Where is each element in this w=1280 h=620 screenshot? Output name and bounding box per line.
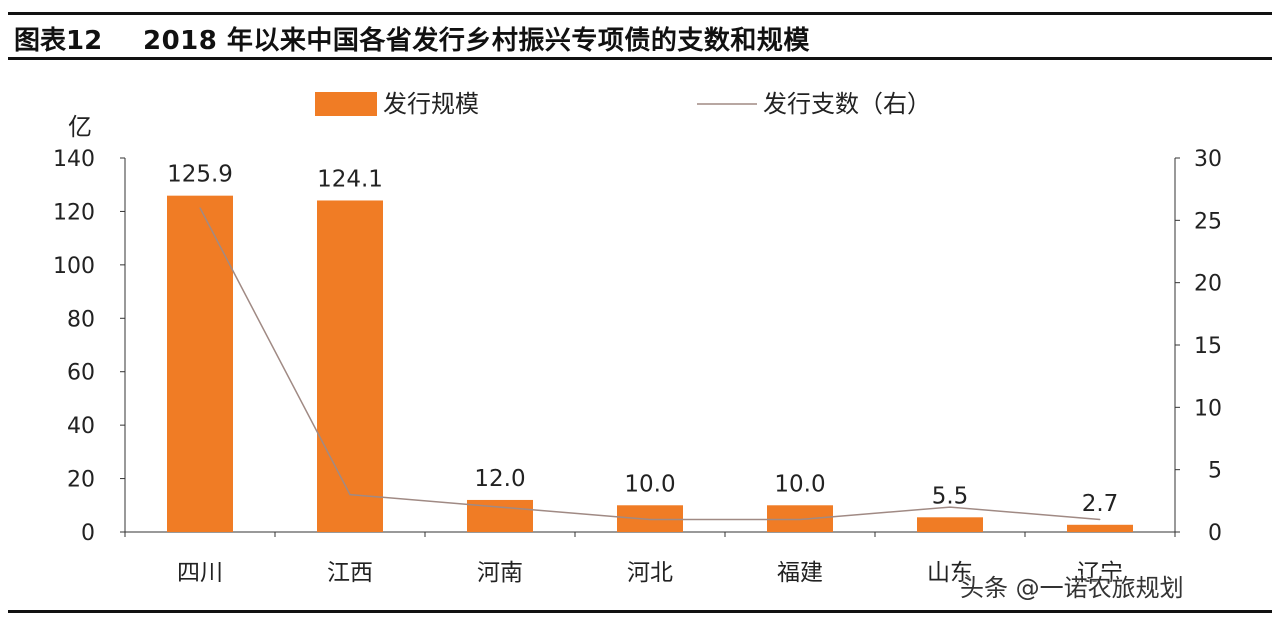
figure-title: 2018 年以来中国各省发行乡村振兴专项债的支数和规模 xyxy=(143,26,810,56)
legend-line-label: 发行支数（右） xyxy=(763,90,931,118)
line-point xyxy=(349,494,351,496)
bar xyxy=(317,200,383,532)
legend-bar-swatch xyxy=(315,92,377,116)
figure-label: 图表12 xyxy=(14,26,103,56)
line-point xyxy=(199,207,201,209)
bar-value-label: 10.0 xyxy=(624,471,675,497)
x-tick-label: 四川 xyxy=(177,560,223,586)
bar xyxy=(167,195,233,532)
line-point xyxy=(799,519,801,521)
y-tick-label-left: 60 xyxy=(67,361,95,386)
bar-value-label: 5.5 xyxy=(932,483,969,509)
y-tick-label-left: 100 xyxy=(53,254,95,279)
title-rule-top xyxy=(8,12,1272,15)
line-point xyxy=(499,506,501,508)
x-tick-label: 江西 xyxy=(327,560,373,586)
bar-value-label: 2.7 xyxy=(1082,491,1119,517)
watermark: 头条 @一诺农旅规划 xyxy=(960,574,1184,602)
line-point xyxy=(949,506,951,508)
y-tick-label-right: 15 xyxy=(1194,334,1222,359)
line-point xyxy=(1099,519,1101,521)
x-tick-label: 河南 xyxy=(477,560,523,586)
bar xyxy=(767,505,833,532)
y-tick-label-right: 30 xyxy=(1194,147,1222,172)
y-tick-label-right: 5 xyxy=(1208,459,1222,484)
x-tick-label: 福建 xyxy=(777,560,823,586)
bar-value-label: 125.9 xyxy=(167,162,233,188)
bar xyxy=(1067,524,1133,532)
y-tick-label-right: 10 xyxy=(1194,396,1222,421)
bar-value-label: 12.0 xyxy=(474,466,525,492)
y-tick-label-left: 140 xyxy=(53,147,95,172)
bar xyxy=(917,517,983,532)
y-tick-label-left: 0 xyxy=(81,521,95,546)
y-tick-label-left: 120 xyxy=(53,200,95,225)
title-rule-bottom xyxy=(8,57,1272,60)
title-bar: 图表12 2018 年以来中国各省发行乡村振兴专项债的支数和规模 xyxy=(0,0,1280,60)
y-tick-label-left: 40 xyxy=(67,414,95,439)
x-tick-label: 辽宁 xyxy=(1077,560,1123,586)
y-tick-label-left: 20 xyxy=(67,468,95,493)
y-tick-label-left: 80 xyxy=(67,307,95,332)
y-tick-label-right: 25 xyxy=(1194,209,1222,234)
bar xyxy=(617,505,683,532)
line-point xyxy=(649,519,651,521)
legend-bar-label: 发行规模 xyxy=(383,90,479,118)
y-tick-label-right: 0 xyxy=(1208,521,1222,546)
x-tick-label: 山东 xyxy=(927,560,973,586)
bar-value-label: 10.0 xyxy=(774,471,825,497)
y-tick-label-right: 20 xyxy=(1194,272,1222,297)
y-axis-unit: 亿 xyxy=(68,113,92,141)
bar-value-label: 124.1 xyxy=(317,166,383,192)
x-tick-label: 河北 xyxy=(627,560,673,586)
bottom-rule xyxy=(8,610,1272,613)
